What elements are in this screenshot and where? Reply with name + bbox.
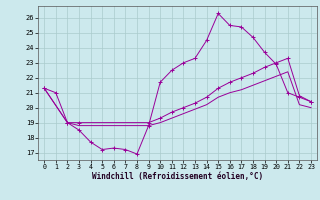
X-axis label: Windchill (Refroidissement éolien,°C): Windchill (Refroidissement éolien,°C) (92, 172, 263, 181)
